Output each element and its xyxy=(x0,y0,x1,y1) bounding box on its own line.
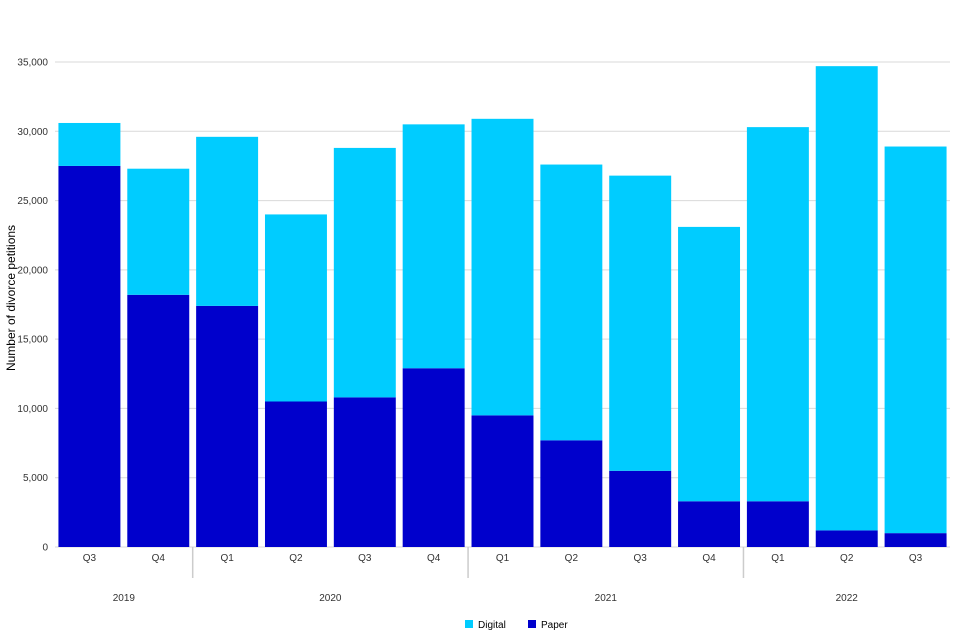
x-tick-label: Q4 xyxy=(702,553,716,564)
bar-digital-0 xyxy=(58,122,121,166)
x-tick-label: Q3 xyxy=(83,553,97,564)
legend-swatch-digital xyxy=(465,620,473,628)
legend-swatch-paper xyxy=(528,620,536,628)
bar-digital-9 xyxy=(678,226,741,502)
bar-digital-8 xyxy=(609,175,672,471)
bar-digital-4 xyxy=(333,147,396,398)
bar-digital-12 xyxy=(884,146,947,534)
y-tick-label: 10,000 xyxy=(17,404,48,415)
bar-paper-6 xyxy=(471,415,534,547)
x-axis: Q3 Q4 Q1 Q2 Q3 Q4 Q1 Q2 Q3 Q4 Q1 Q2 Q3 2019 2020 2021 20… xyxy=(83,547,923,604)
x-tick-label: Q1 xyxy=(220,553,234,564)
legend: Digital Paper xyxy=(465,620,568,631)
bar-paper-10 xyxy=(746,501,809,547)
bar-paper-7 xyxy=(540,440,603,547)
y-tick-label: 25,000 xyxy=(17,196,48,207)
y-axis-label: Number of divorce petitions xyxy=(4,225,18,371)
x-tick-label: Q1 xyxy=(771,553,785,564)
x-group-label: 2019 xyxy=(113,593,136,604)
y-tick-label: 35,000 xyxy=(17,58,48,69)
y-tick-label: 30,000 xyxy=(17,127,48,138)
x-tick-label: Q3 xyxy=(358,553,372,564)
bar-paper-8 xyxy=(609,470,672,547)
legend-label-digital: Digital xyxy=(478,620,506,631)
bar-paper-1 xyxy=(127,294,190,547)
y-tick-label: 15,000 xyxy=(17,335,48,346)
bar-paper-11 xyxy=(815,530,878,547)
bar-digital-10 xyxy=(746,127,809,502)
x-tick-label: Q2 xyxy=(840,553,854,564)
x-group-label: 2021 xyxy=(595,593,618,604)
bar-paper-9 xyxy=(678,501,741,547)
y-tick-label: 20,000 xyxy=(17,265,48,276)
bar-digital-2 xyxy=(196,136,259,306)
bar-paper-3 xyxy=(264,401,327,547)
bar-digital-5 xyxy=(402,124,465,369)
bar-paper-4 xyxy=(333,397,396,547)
x-tick-label: Q2 xyxy=(289,553,303,564)
x-tick-label: Q2 xyxy=(565,553,579,564)
x-tick-label: Q4 xyxy=(152,553,166,564)
legend-label-paper: Paper xyxy=(541,620,568,631)
bar-paper-0 xyxy=(58,165,121,547)
x-group-label: 2022 xyxy=(836,593,859,604)
y-axis: 0 5,000 10,000 15,000 20,000 25,000 30,000 35,0… xyxy=(17,58,48,554)
bar-paper-2 xyxy=(196,305,259,547)
x-tick-label: Q1 xyxy=(496,553,510,564)
y-tick-label: 0 xyxy=(42,543,48,554)
x-tick-label: Q3 xyxy=(634,553,648,564)
bar-paper-12 xyxy=(884,533,947,547)
x-group-label: 2020 xyxy=(319,593,342,604)
x-tick-label: Q4 xyxy=(427,553,441,564)
x-tick-label: Q3 xyxy=(909,553,923,564)
bar-digital-11 xyxy=(815,66,878,531)
bar-paper-5 xyxy=(402,368,465,547)
y-tick-label: 5,000 xyxy=(23,473,48,484)
bars xyxy=(58,66,947,547)
bar-digital-6 xyxy=(471,118,534,416)
bar-digital-1 xyxy=(127,168,190,295)
bar-digital-7 xyxy=(540,164,603,441)
bar-digital-3 xyxy=(264,214,327,402)
